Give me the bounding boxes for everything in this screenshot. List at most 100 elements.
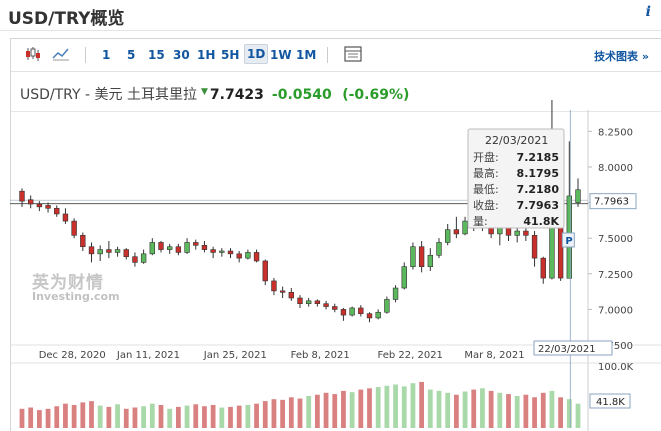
toolbar-separator <box>327 47 328 63</box>
candle-body <box>158 242 164 250</box>
candle-body <box>27 199 34 205</box>
tooltip-label: 开盘: <box>473 150 499 164</box>
tab-30[interactable]: 30 <box>173 48 190 62</box>
tooltip-value: 7.7963 <box>517 199 559 212</box>
candle-body <box>175 246 182 253</box>
volume-bar <box>115 404 120 428</box>
candle-body <box>149 242 156 255</box>
candle-body <box>418 246 425 267</box>
title-divider <box>0 30 661 31</box>
volume-bar <box>453 394 459 428</box>
candle-body <box>279 290 286 293</box>
line-chart-icon[interactable] <box>51 45 71 63</box>
volume-bar <box>36 410 42 428</box>
candle-body <box>271 280 277 292</box>
volume-bar <box>427 389 433 428</box>
tooltip-label: 最低: <box>473 183 499 196</box>
candle-body <box>523 230 529 236</box>
volume-bar <box>254 403 259 428</box>
tab-1w[interactable]: 1W <box>270 48 292 62</box>
candle-body <box>184 242 190 253</box>
candle-body <box>245 252 251 259</box>
tab-1d[interactable]: 1D <box>244 44 269 64</box>
volume-bar <box>245 404 251 428</box>
p-marker-label: P <box>565 236 572 247</box>
candle-body <box>288 292 295 299</box>
candle-body <box>62 213 69 222</box>
candle-body <box>375 311 381 319</box>
price-tick-label: 8.0000 <box>598 163 633 174</box>
candle-body <box>114 249 121 253</box>
candle-body <box>45 205 51 209</box>
volume-bar <box>297 398 303 428</box>
tooltip-label: 量: <box>473 215 488 228</box>
volume-bar <box>314 394 320 428</box>
tab-15[interactable]: 15 <box>148 48 165 62</box>
tab-1h[interactable]: 1H <box>197 48 216 62</box>
candle-body <box>193 242 199 246</box>
volume-bar <box>132 407 138 428</box>
candle-body <box>236 253 242 259</box>
candle-body <box>531 235 538 259</box>
candle-body <box>219 250 225 253</box>
volume-bar <box>558 397 564 428</box>
crosshair-date-box <box>533 340 613 356</box>
tab-5[interactable]: 5 <box>127 48 136 62</box>
crosshair-volume-box <box>589 393 631 409</box>
table-icon[interactable] <box>343 45 363 63</box>
candle-body <box>436 242 442 256</box>
volume-bar <box>106 406 112 428</box>
volume-bar <box>393 384 398 428</box>
volume-bar <box>280 399 286 428</box>
tab-1m[interactable]: 1M <box>296 48 317 62</box>
volume-bar <box>271 399 277 428</box>
volume-bar <box>471 389 477 428</box>
price-chart[interactable]: 8.25008.00007.75007.50007.25007.00006.75… <box>10 38 661 431</box>
tooltip-value: 41.8K <box>523 215 559 228</box>
tab-5h[interactable]: 5H <box>221 48 240 62</box>
candle-body <box>358 307 364 314</box>
volume-bar <box>158 404 164 428</box>
volume-bar <box>349 392 355 428</box>
chart-toolbar: 1 5 15 30 1H 5H 1D 1W 1M 技术图表 » <box>11 39 661 72</box>
tech-chart-link[interactable]: 技术图表 » <box>594 50 649 63</box>
candle-body <box>314 300 321 304</box>
tooltip-label: 最高: <box>473 166 499 180</box>
candle-body <box>88 246 95 255</box>
candle-body <box>575 189 581 203</box>
volume-bar <box>410 383 416 428</box>
volume-bar <box>63 403 68 428</box>
volume-bar <box>236 405 242 428</box>
quote-header: USD/TRY - 美元 土耳其里拉 ▼ 7.7423 -0.0540 (-0.69%… <box>20 84 409 104</box>
volume-bar <box>497 392 503 428</box>
tab-1[interactable]: 1 <box>102 48 111 62</box>
candle-body <box>401 266 407 289</box>
p-marker-box <box>561 232 575 248</box>
candle-body <box>505 227 512 236</box>
toolbar-separator <box>85 47 86 63</box>
tooltip-value: 7.2180 <box>517 183 560 196</box>
price-tick-label: 6.7500 <box>598 341 633 352</box>
volume-bar <box>566 399 572 428</box>
volume-bar <box>80 402 86 428</box>
volume-bar <box>123 408 129 428</box>
price-change-percent: (-0.69%) <box>342 87 410 103</box>
candle-body <box>123 249 129 257</box>
candle-body <box>297 297 303 304</box>
volume-bar <box>54 406 60 428</box>
crosshair-price-box <box>589 193 637 210</box>
crosshair-date-label: 22/03/2021 <box>538 344 596 355</box>
candle-body <box>340 309 347 316</box>
header-divider <box>11 111 661 112</box>
volume-bar <box>549 390 555 428</box>
x-tick-label: Mar 8, 2021 <box>464 350 524 361</box>
volume-bar <box>367 388 372 428</box>
info-icon[interactable]: i <box>645 4 651 20</box>
volume-bar <box>462 391 468 428</box>
volume-bar <box>228 406 233 428</box>
candlestick-icon[interactable] <box>23 45 43 63</box>
candle-body <box>410 246 416 267</box>
chart-widget: 1 5 15 30 1H 5H 1D 1W 1M 技术图表 » USD/TRY … <box>10 38 661 431</box>
volume-bar <box>19 408 25 428</box>
volume-tick-label: 100.0K <box>598 362 634 373</box>
